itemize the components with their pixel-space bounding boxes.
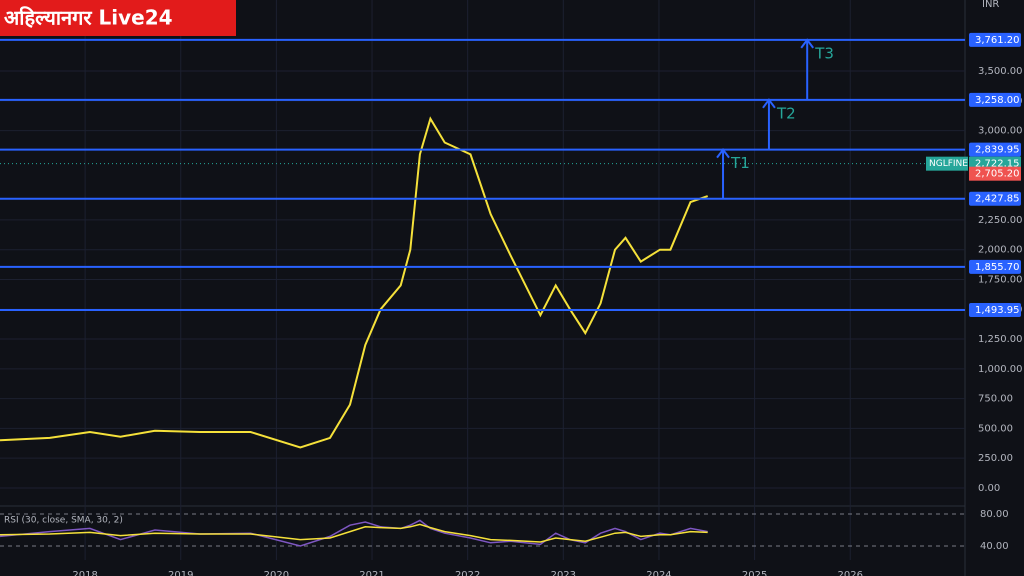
currency: INR: [982, 0, 999, 10]
price-label: 2,705.20: [975, 169, 1020, 180]
x-tick-label: 2026: [838, 570, 863, 576]
y-tick-label: 3,500.00: [978, 66, 1023, 77]
arrow-head: [716, 147, 730, 159]
level-label: 2,839.95: [975, 145, 1020, 156]
level-label: 2,427.85: [975, 194, 1020, 205]
price-label: 2,722.15: [975, 159, 1020, 170]
watermark-box: [0, 0, 236, 36]
y-tick-label: 0.00: [978, 483, 1000, 494]
y-tick-label: 1,000.00: [978, 364, 1023, 375]
rsi-title: RSI (30, close, SMA, 30, 2): [4, 516, 123, 526]
x-tick-label: 2019: [168, 570, 193, 576]
target-label: T2: [776, 104, 796, 122]
level-tag: [969, 302, 1021, 317]
x-tick-label: 2025: [742, 570, 767, 576]
arrow-head: [800, 38, 814, 49]
level-tag: [969, 191, 1021, 206]
y-tick-label: 1,750.00: [978, 274, 1023, 285]
level-tag: [969, 142, 1021, 157]
y-tick-label: 2,250.00: [978, 215, 1023, 226]
level-tag: [969, 259, 1021, 274]
price-line: [0, 116, 709, 449]
rsi-line: [0, 523, 708, 543]
level-tag: [969, 32, 1021, 47]
symbol-tag: [926, 156, 968, 171]
level-label: 3,761.20: [975, 35, 1020, 46]
target-label: T1: [730, 154, 750, 172]
level-label: 1,493.95: [975, 305, 1020, 316]
x-tick-label: 2020: [264, 570, 289, 576]
level-label: 1,855.70: [975, 262, 1020, 273]
target-label: T3: [814, 44, 834, 62]
x-tick-label: 2021: [359, 570, 384, 576]
x-tick-label: 2023: [551, 570, 576, 576]
price-tag: [969, 166, 1021, 181]
symbol-label: NGLFINE: [929, 159, 968, 169]
y-tick-label: 750.00: [978, 394, 1013, 405]
y-tick-label: 250.00: [978, 453, 1013, 464]
level-label: 3,258.00: [975, 95, 1020, 106]
y-tick-label: 2,000.00: [978, 245, 1023, 256]
rsi-tick-label: 40.00: [980, 541, 1009, 552]
x-tick-label: 2018: [72, 570, 97, 576]
x-tick-label: 2022: [455, 570, 480, 576]
y-tick-label: 1,250.00: [978, 334, 1023, 345]
watermark: अहिल्यानगर Live24: [4, 6, 173, 30]
arrow-head: [762, 98, 776, 109]
rsi-tick-label: 80.00: [980, 509, 1009, 520]
y-tick-label: 3,000.00: [978, 126, 1023, 137]
level-tag: [969, 92, 1021, 107]
y-tick-label: 500.00: [978, 423, 1013, 434]
x-tick-label: 2024: [646, 570, 671, 576]
